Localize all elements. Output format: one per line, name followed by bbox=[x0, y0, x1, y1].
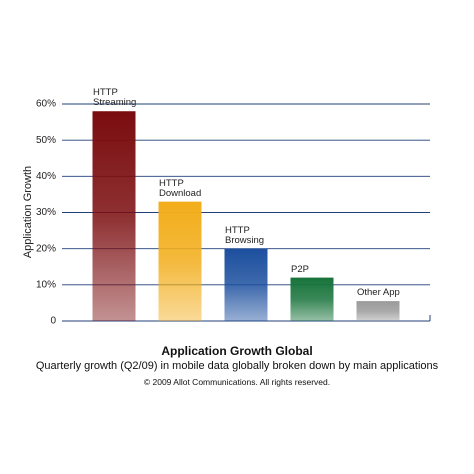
y-tick-label: 50% bbox=[36, 135, 56, 146]
category-label: P2P bbox=[291, 263, 309, 275]
bar bbox=[356, 301, 400, 321]
y-tick-label: 20% bbox=[36, 243, 56, 254]
chart-subtitle: Quarterly growth (Q2/09) in mobile data … bbox=[35, 360, 439, 372]
y-tick-label: 40% bbox=[36, 171, 56, 182]
y-tick-label: 10% bbox=[36, 279, 56, 290]
copyright-note: © 2009 Allot Communications. All rights … bbox=[143, 377, 331, 387]
bar bbox=[290, 277, 334, 321]
category-label: Other App bbox=[357, 287, 400, 299]
bar bbox=[224, 248, 268, 321]
category-label: HTTP Download bbox=[159, 177, 202, 199]
bar bbox=[92, 111, 136, 321]
bar bbox=[158, 201, 202, 321]
category-label: HTTP Browsing bbox=[225, 224, 265, 246]
y-axis-label: Application Growth bbox=[22, 166, 34, 258]
category-label: HTTP Streaming bbox=[93, 87, 137, 109]
y-tick-label: 60% bbox=[36, 99, 56, 110]
chart-title: Application Growth Global bbox=[161, 344, 313, 358]
y-tick-label: 0 bbox=[50, 316, 56, 327]
y-tick-label: 30% bbox=[36, 207, 56, 218]
